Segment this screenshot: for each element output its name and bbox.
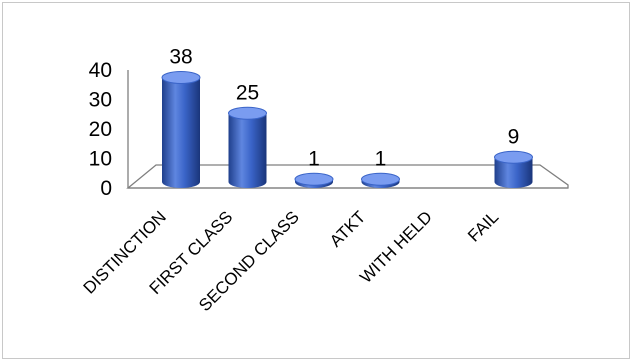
bar-body [162,77,200,188]
bar-second-class [294,172,334,188]
bar-atkt [361,172,400,188]
y-axis: 0 10 20 30 40 [89,59,112,200]
bar-fail [494,150,533,188]
bar-series [161,71,533,188]
bar-top [228,106,267,120]
bar-body [494,157,533,188]
bar-top [161,71,201,84]
y-tick-label: 30 [89,89,112,112]
y-tick-label: 40 [89,59,112,82]
data-label: 9 [508,125,520,148]
bar-distinction [161,71,201,188]
x-tick-label: ATKT [326,207,369,250]
bar-top [494,150,533,164]
bar-first-class [228,106,267,188]
data-label: 1 [375,147,387,170]
y-tick-label: 0 [100,177,112,200]
y-tick-label: 10 [89,148,112,171]
data-label: 1 [308,147,320,170]
bar-body [228,113,267,188]
x-tick-label: WITH HELD [356,207,436,287]
x-tick-label: FAIL [464,207,502,245]
bar-top [294,172,334,186]
chart-floor [126,70,569,189]
data-labels: 38 25 1 1 9 [169,46,519,171]
data-label: 25 [236,81,259,104]
y-tick-label: 20 [89,118,112,141]
bar-top [361,172,400,186]
data-label: 38 [169,46,192,69]
